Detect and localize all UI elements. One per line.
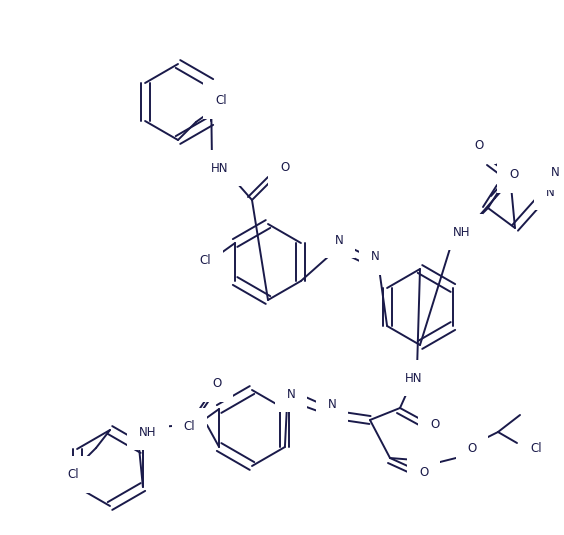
Text: O: O	[419, 467, 428, 479]
Text: NH: NH	[139, 425, 157, 439]
Text: N: N	[371, 250, 380, 264]
Text: HN: HN	[406, 371, 423, 385]
Text: O: O	[520, 158, 529, 171]
Text: N: N	[328, 398, 336, 410]
Text: Cl: Cl	[200, 254, 211, 266]
Text: N: N	[551, 165, 559, 179]
Text: Cl: Cl	[183, 419, 195, 432]
Text: O: O	[280, 161, 289, 174]
Text: Cl: Cl	[67, 468, 79, 481]
Text: Cl: Cl	[530, 441, 541, 455]
Text: N: N	[287, 387, 296, 401]
Text: NH: NH	[453, 225, 471, 239]
Text: HN: HN	[212, 162, 229, 174]
Text: O: O	[475, 139, 484, 152]
Text: N: N	[334, 233, 343, 247]
Text: O: O	[509, 168, 518, 181]
Text: O: O	[430, 418, 439, 432]
Text: O: O	[468, 441, 477, 455]
Text: N: N	[546, 186, 555, 198]
Text: O: O	[212, 377, 221, 390]
Text: Cl: Cl	[215, 94, 227, 107]
